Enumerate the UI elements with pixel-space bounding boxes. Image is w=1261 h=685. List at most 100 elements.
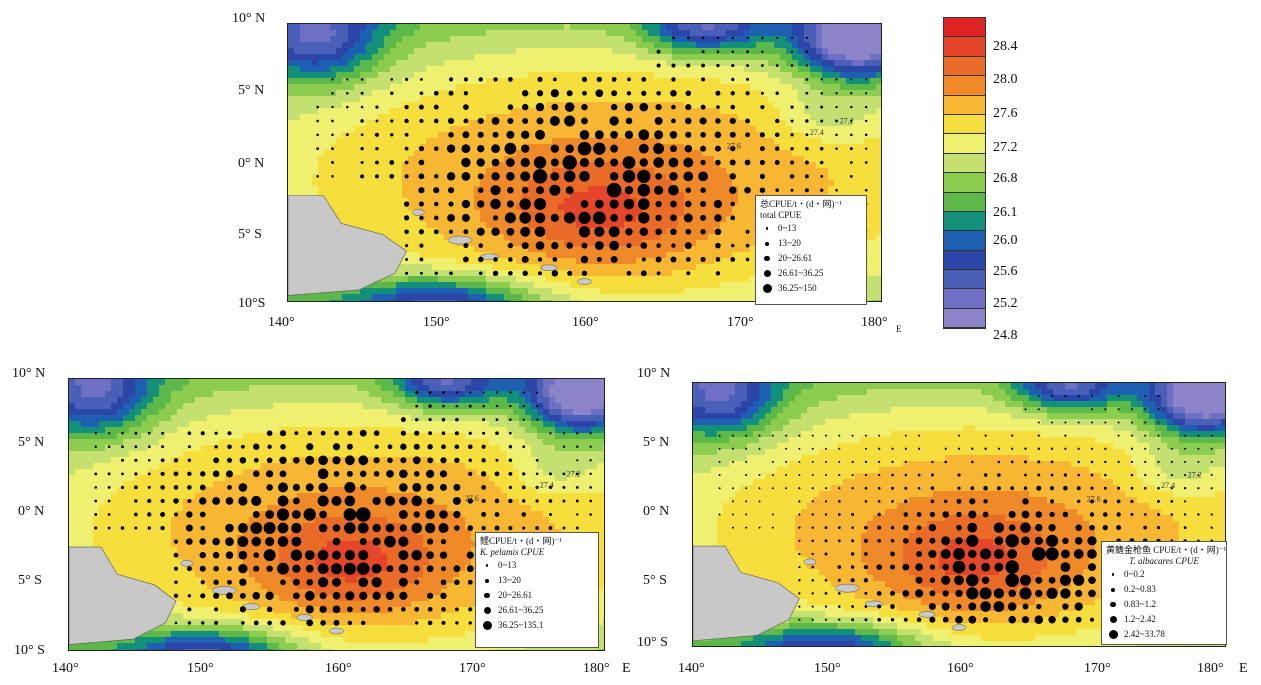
cpue-dot: [1011, 434, 1014, 437]
cpue-dot: [851, 605, 854, 608]
colorbar-label: 25.6: [993, 264, 1018, 279]
cpue-dot: [548, 499, 553, 503]
cpue-dot: [790, 160, 795, 165]
cpue-dot: [160, 498, 165, 503]
cpue-dot: [413, 565, 420, 572]
cpue-dot: [1076, 486, 1081, 491]
cpue-dot: [187, 607, 192, 612]
cpue-dot: [811, 578, 814, 582]
cpue-dot: [669, 131, 678, 139]
cpue-dot: [1037, 460, 1041, 464]
cpue-dot: [849, 147, 853, 151]
cpue-dot: [440, 538, 447, 545]
cpue-dot: [317, 495, 329, 507]
legend-item: 2.42~33.78: [1106, 627, 1222, 642]
cpue-dot: [1077, 447, 1080, 450]
cpue-dot: [239, 578, 247, 586]
cpue-dot: [186, 538, 193, 545]
cpue-dot: [1103, 499, 1108, 504]
cpue-dot: [1089, 512, 1095, 517]
cpue-dot: [428, 391, 432, 394]
cpue-dot: [837, 539, 841, 543]
lon-label: 150°: [187, 661, 214, 676]
cpue-dot: [581, 76, 588, 82]
cpue-dot: [1183, 526, 1187, 530]
cpue-dot: [1073, 549, 1084, 559]
cpue-dot: [685, 257, 691, 262]
cpue-dot: [360, 174, 365, 179]
cpue-dot: [1077, 499, 1081, 504]
cpue-dot: [399, 496, 408, 506]
lon-label: 180°: [583, 661, 610, 676]
cpue-dot: [507, 242, 514, 249]
cpue-dot: [971, 447, 974, 450]
lat-label: 0° N: [18, 504, 45, 519]
island: [577, 278, 592, 285]
cpue-dot: [134, 499, 138, 503]
cpue-dot: [838, 473, 841, 477]
cpue-dot: [343, 562, 356, 575]
cpue-dot: [522, 526, 526, 530]
cpue-dot: [825, 434, 827, 437]
cpue-dot: [1117, 486, 1121, 490]
cpue-dot: [609, 199, 619, 209]
cpue-dot: [265, 537, 275, 547]
cpue-dot: [714, 214, 722, 222]
cpue-dot: [477, 200, 485, 208]
cpue-dot: [838, 487, 841, 490]
cpue-dot: [1157, 447, 1160, 450]
cpue-dot: [746, 64, 749, 67]
cpue-dot: [493, 257, 498, 262]
cpue-dot: [686, 63, 691, 68]
cpue-dot: [147, 485, 151, 489]
cpue-dot: [537, 257, 543, 262]
cpue-dot: [1008, 524, 1016, 531]
cpue-dot: [447, 214, 455, 222]
legend-item-label: 2.42~33.78: [1124, 629, 1165, 639]
cpue-dot: [426, 551, 435, 560]
cpue-dot: [346, 443, 353, 450]
cpue-dot: [671, 118, 676, 124]
cpue-dot: [562, 445, 566, 448]
cpue-dot: [522, 270, 528, 276]
cpue-dot: [1144, 447, 1147, 450]
cpue-dot: [440, 579, 447, 586]
cpue-dot: [508, 271, 513, 276]
cpue-dot: [805, 105, 809, 109]
cpue-dot: [837, 513, 841, 516]
cpue-dot: [1170, 499, 1174, 503]
legend-item-label: 0~13: [778, 223, 797, 233]
cpue-dot: [811, 565, 814, 569]
cpue-dot: [463, 104, 469, 110]
cpue-dot: [566, 242, 573, 249]
cpue-dot: [715, 242, 721, 249]
cpue-dot: [426, 565, 434, 573]
cpue-dot: [865, 78, 868, 81]
cpue-dot: [863, 578, 869, 583]
cpue-dot: [389, 173, 395, 179]
cpue-dot: [401, 607, 406, 612]
island: [540, 264, 558, 272]
cpue-dot: [641, 77, 647, 82]
cpue-dot: [824, 552, 828, 556]
cpue-dot: [508, 445, 513, 449]
cpue-dot: [1077, 473, 1080, 477]
cpue-dot: [1035, 589, 1043, 598]
cpue-dot: [201, 621, 205, 625]
cpue-dot: [481, 458, 486, 463]
cpue-dot: [1064, 434, 1067, 437]
cpue-dot: [332, 537, 341, 546]
cpue-dot: [107, 526, 111, 530]
cpue-dot: [133, 512, 138, 517]
cpue-dot: [610, 158, 619, 167]
cpue-dot: [360, 78, 364, 81]
cpue-dot: [729, 186, 737, 194]
cpue-dot: [578, 211, 591, 224]
cpue-dot: [535, 129, 546, 140]
cpue-dot: [716, 50, 720, 54]
cpue-dot: [454, 457, 460, 463]
cpue-dot: [317, 549, 329, 561]
cpue-dot: [478, 77, 483, 82]
cpue-dot: [790, 119, 794, 123]
cpue-dot: [535, 472, 539, 476]
